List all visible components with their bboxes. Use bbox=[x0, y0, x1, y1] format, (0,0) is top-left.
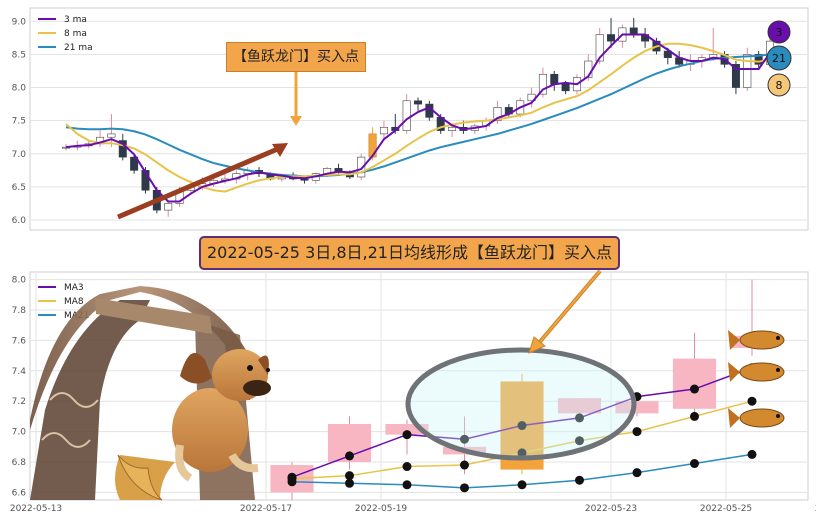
legend-ma3: MA3 bbox=[64, 283, 84, 293]
ma3-point bbox=[690, 384, 699, 394]
buy-point-callout: 【鱼跃龙门】买入点 bbox=[226, 42, 366, 72]
carp-image-2 bbox=[728, 362, 785, 382]
candle bbox=[561, 83, 570, 92]
candle bbox=[731, 64, 740, 88]
ma3-point bbox=[460, 434, 469, 444]
top-gridlines bbox=[30, 20, 808, 221]
ma21-point bbox=[517, 480, 527, 490]
top-plot-area bbox=[29, 7, 809, 231]
y-tick-label: 8.5 bbox=[12, 50, 26, 60]
top-moving-averages bbox=[65, 33, 771, 203]
ma3-point bbox=[575, 413, 584, 423]
candle bbox=[550, 73, 559, 85]
candle bbox=[164, 203, 173, 211]
trend-arrow bbox=[117, 143, 288, 220]
top-legend: 3 ma 8 ma 21 ma bbox=[38, 15, 93, 53]
ma21-line bbox=[65, 53, 771, 178]
buy-point-banner: 2022-05-25 3日,8日,21日均线形成【鱼跃龙门】买入点 bbox=[199, 236, 620, 270]
candle bbox=[118, 140, 127, 158]
ma8-point bbox=[345, 471, 354, 481]
bottom-x-axis: 2022-05-13 2022-05-17 2022-05-19 2022-05-23… bbox=[10, 504, 816, 514]
y-tick-label: 7.0 bbox=[12, 428, 27, 438]
y-tick-label: 7.5 bbox=[12, 117, 26, 127]
ma8-point bbox=[460, 460, 469, 470]
ma3-point bbox=[517, 421, 527, 431]
candle bbox=[743, 54, 752, 88]
y-tick-label: 9.0 bbox=[12, 17, 27, 27]
ma8-point bbox=[632, 427, 642, 437]
candle bbox=[595, 34, 604, 62]
y-tick-label: 7.2 bbox=[12, 397, 26, 407]
y-tick-label: 7.6 bbox=[12, 336, 27, 346]
y-tick-label: 6.8 bbox=[12, 458, 27, 468]
ma21-point bbox=[632, 468, 642, 478]
ma3-point bbox=[287, 472, 297, 482]
candle bbox=[754, 54, 763, 65]
ma8-point bbox=[690, 411, 699, 421]
ma21-point bbox=[402, 480, 412, 490]
x-tick-label: 2022-05-17 bbox=[240, 504, 292, 514]
candle bbox=[414, 100, 422, 105]
ma-badges: 3 21 8 bbox=[766, 20, 792, 97]
candle bbox=[379, 126, 388, 135]
ma3-point bbox=[345, 451, 354, 461]
ma21-point bbox=[345, 478, 354, 488]
candle bbox=[402, 100, 411, 131]
y-tick-label: 7.0 bbox=[12, 150, 27, 160]
ma21-point bbox=[575, 475, 584, 485]
y-tick-label: 7.8 bbox=[12, 306, 27, 316]
candle bbox=[557, 398, 602, 414]
callout-arrow-down bbox=[290, 72, 302, 126]
y-tick-label: 8.0 bbox=[12, 276, 27, 286]
highlight-ellipse bbox=[405, 347, 637, 461]
y-tick-label: 7.4 bbox=[12, 367, 27, 377]
ma8-point bbox=[747, 396, 757, 406]
ma8-point bbox=[517, 448, 527, 458]
x-tick-label: 2022-05-23 bbox=[585, 504, 637, 514]
top-y-axis: 6.0 6.5 7.0 7.5 8.0 8.5 9.0 bbox=[12, 17, 27, 226]
banner-arrow bbox=[528, 269, 602, 354]
candle bbox=[615, 401, 659, 414]
legend-3ma: 3 ma bbox=[64, 15, 87, 25]
y-tick-label: 6.5 bbox=[12, 183, 26, 193]
ma3-point bbox=[402, 430, 412, 440]
ma21-point bbox=[690, 459, 699, 469]
x-tick-label: 2022-05-13 bbox=[10, 504, 62, 514]
candle bbox=[357, 156, 366, 178]
candle bbox=[493, 107, 502, 121]
candle bbox=[663, 50, 672, 59]
candle bbox=[538, 73, 547, 95]
ma8-point bbox=[575, 436, 584, 446]
y-tick-label: 8.0 bbox=[12, 84, 27, 94]
y-tick-label: 6.6 bbox=[12, 488, 27, 498]
carp-image-1 bbox=[728, 330, 785, 350]
bottom-y-axis: 6.6 6.8 7.0 7.2 7.4 7.6 7.8 8.0 bbox=[12, 276, 27, 499]
candle bbox=[607, 34, 616, 42]
badge-21: 21 bbox=[772, 52, 786, 65]
candle bbox=[448, 126, 457, 131]
carp-image-3 bbox=[728, 408, 785, 428]
badge-8: 8 bbox=[776, 79, 783, 92]
candle bbox=[141, 170, 150, 191]
legend-ma8: MA8 bbox=[64, 297, 84, 307]
x-tick-label: 2022-05-27 bbox=[815, 504, 816, 514]
x-tick-label: 2022-05-19 bbox=[355, 504, 408, 514]
ma21-point bbox=[460, 483, 469, 493]
ma8-point bbox=[402, 462, 412, 472]
legend-21ma: 21 ma bbox=[64, 43, 93, 53]
x-tick-label: 2022-05-25 bbox=[700, 504, 752, 514]
candle bbox=[130, 156, 139, 171]
candle bbox=[107, 133, 116, 138]
y-tick-label: 6.0 bbox=[12, 216, 27, 226]
badge-3: 3 bbox=[776, 26, 783, 39]
ma8-line bbox=[65, 42, 771, 193]
dog-mascot-image bbox=[115, 349, 271, 501]
ma3-line bbox=[65, 33, 771, 203]
candle bbox=[385, 424, 429, 435]
ma21-point bbox=[747, 449, 757, 459]
legend-8ma: 8 ma bbox=[64, 29, 87, 39]
